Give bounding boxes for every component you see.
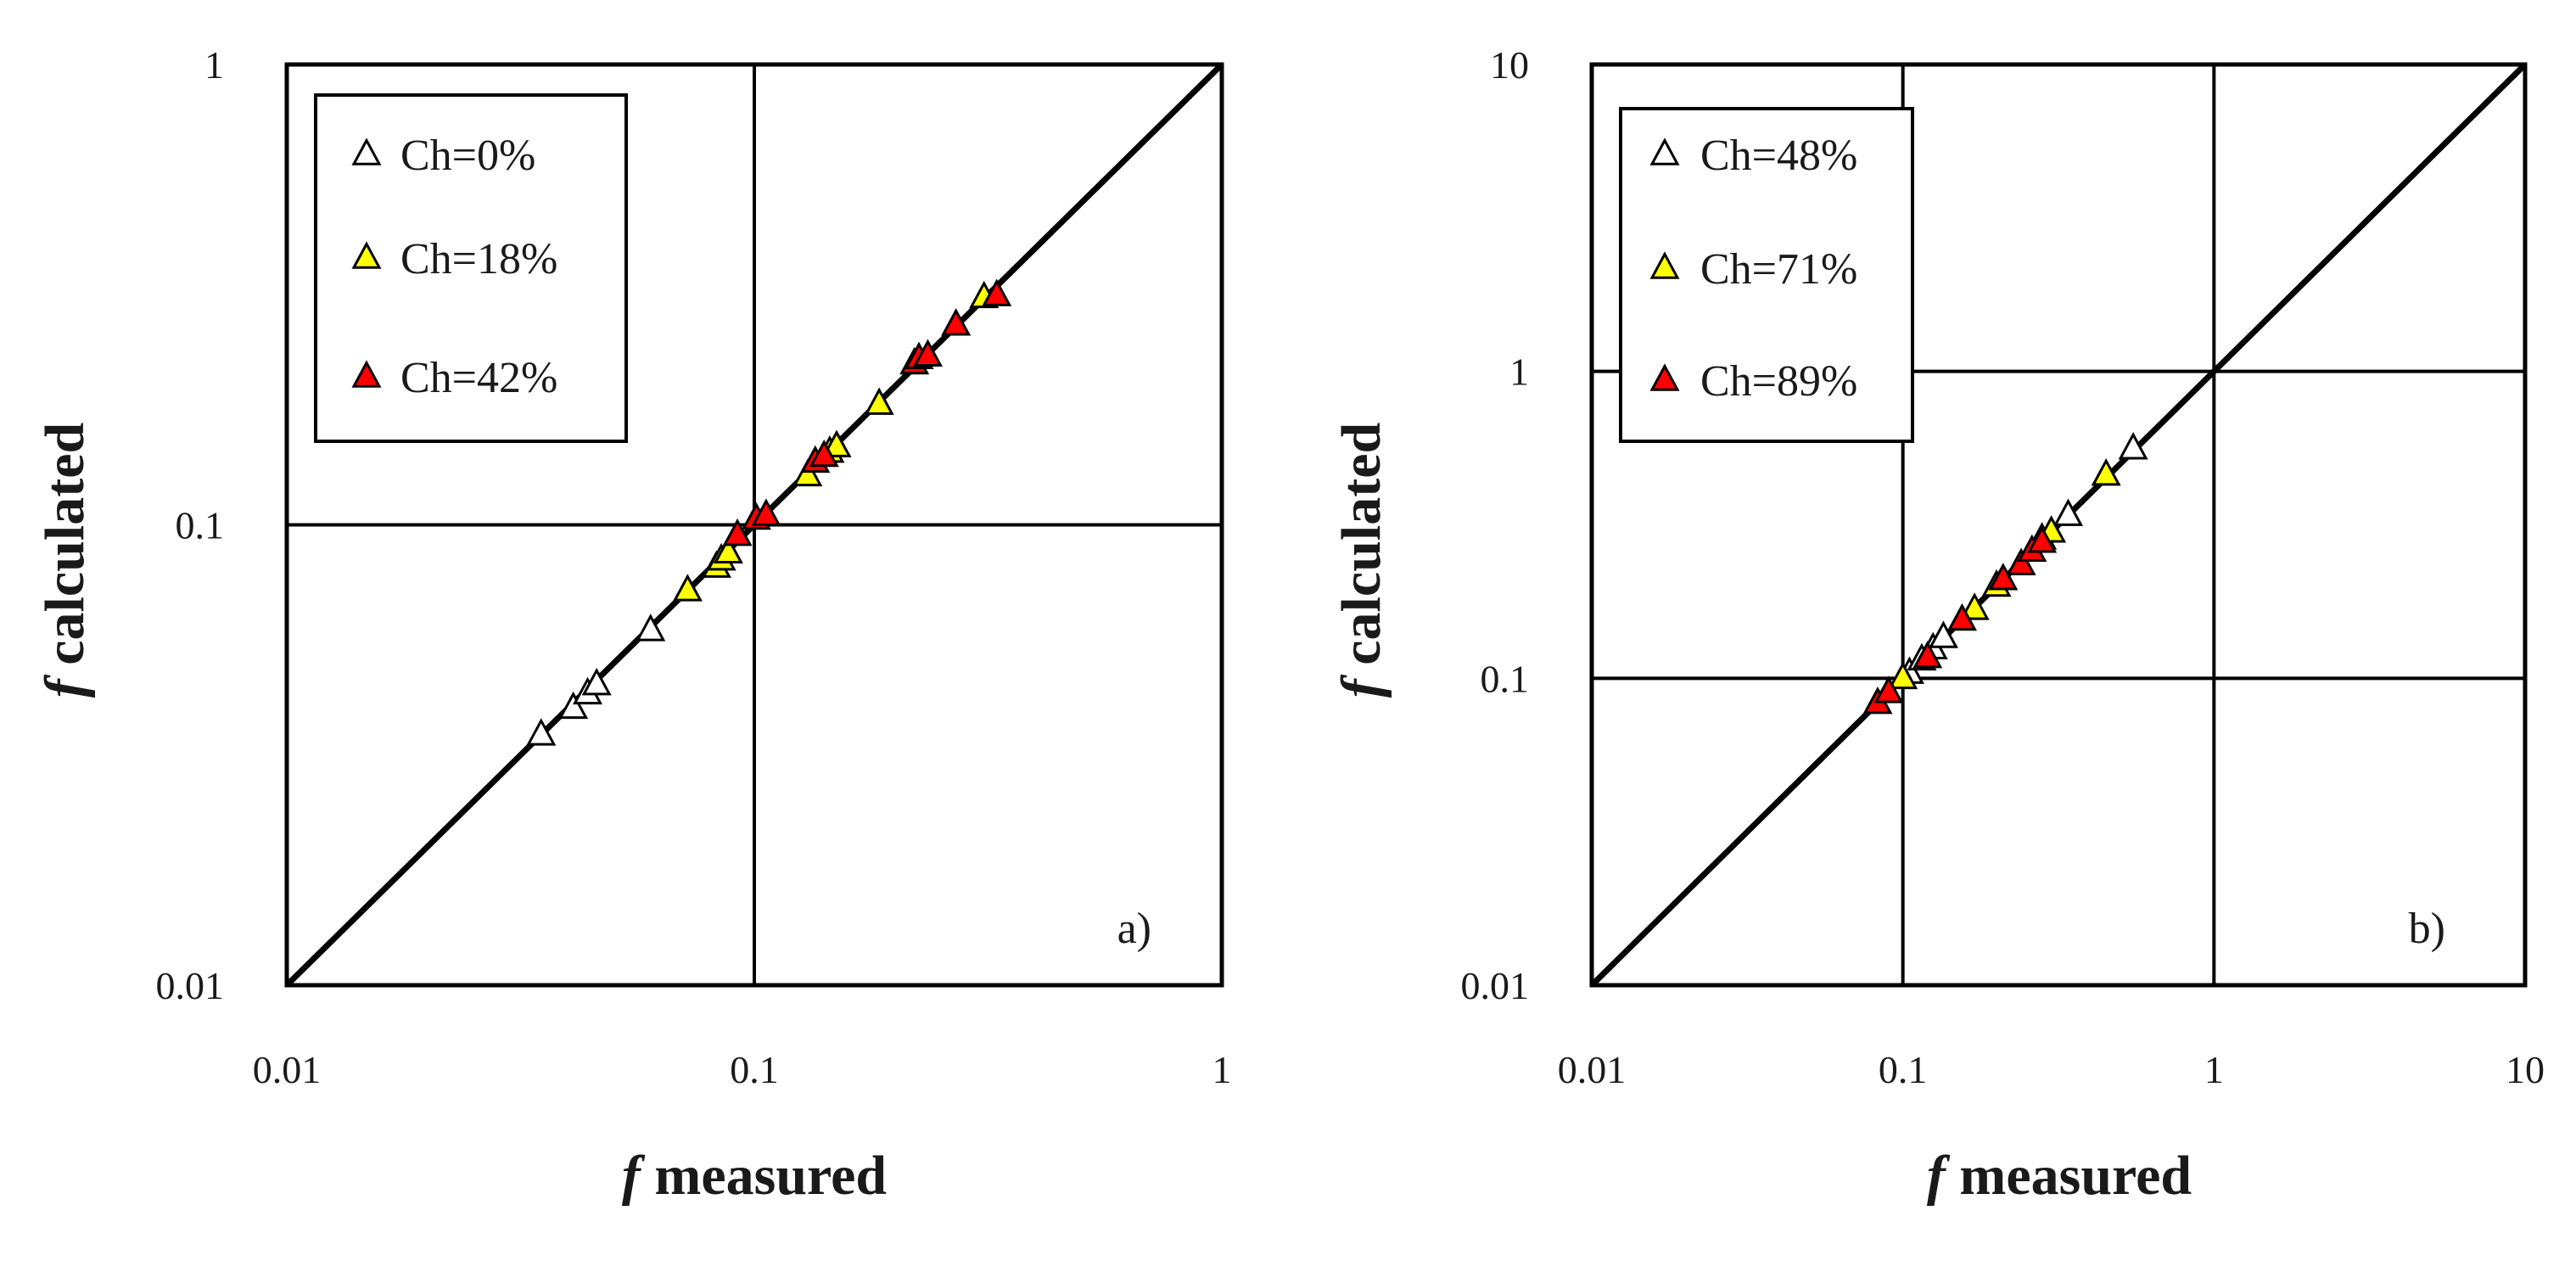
data-point — [2053, 498, 2084, 526]
series-1 — [526, 614, 666, 746]
data-point — [912, 339, 943, 367]
data-point — [1946, 602, 1977, 631]
data-point — [636, 614, 666, 642]
x-tick-label: 1 — [1212, 1048, 1232, 1091]
x-tick-label: 1 — [2204, 1048, 2224, 1091]
data-point — [792, 458, 823, 487]
legend: Ch=0% Ch=18% Ch=42% — [314, 93, 628, 443]
data-point — [2006, 547, 2036, 575]
data-point — [722, 518, 753, 546]
data-point — [1988, 563, 2019, 591]
x-tick-label: 0.01 — [1558, 1048, 1627, 1091]
data-point — [751, 498, 781, 526]
data-point — [1873, 675, 1904, 703]
y-tick-label: 0.01 — [1461, 964, 1530, 1007]
data-point — [2027, 525, 2058, 553]
data-point — [809, 439, 839, 468]
legend-marker — [1649, 251, 1680, 279]
legend-label: Ch=48% — [1700, 132, 1857, 180]
data-point — [2118, 432, 2148, 460]
x-axis-title: f measured — [1927, 1145, 2192, 1207]
legend-label: Ch=0% — [400, 132, 535, 180]
series-3 — [722, 278, 1012, 546]
x-tick-label: 10 — [2506, 1048, 2545, 1091]
data-point — [821, 429, 852, 457]
plot-frame — [1589, 62, 2528, 988]
legend-label: Ch=18% — [400, 235, 557, 283]
series-3 — [1862, 525, 2058, 715]
chart-panel-2: 0.01 0.1 1 10 0.01 0.1 1 10 f measured f calculat… — [1330, 43, 2545, 1207]
legend-marker — [1649, 137, 1680, 165]
data-point — [941, 308, 972, 336]
data-point — [558, 691, 589, 720]
data-point — [1928, 620, 1958, 648]
y-axis-title: f calculated — [34, 423, 96, 698]
legend-marker — [351, 360, 382, 388]
data-point — [713, 535, 743, 564]
y-tick-label: 0.01 — [156, 964, 225, 1007]
legend-marker — [1649, 363, 1680, 391]
legend-label: Ch=42% — [400, 354, 557, 402]
data-point — [1912, 641, 1943, 669]
legend-marker — [351, 241, 382, 269]
legend-label: Ch=71% — [1700, 245, 1857, 294]
x-tick-label: 0.1 — [730, 1048, 779, 1091]
y-tick-label: 1 — [1509, 350, 1529, 394]
chart-panel-1: 0.01 0.1 1 0.01 0.1 1 f measured f calculated Ch… — [34, 43, 1232, 1207]
data-point — [982, 278, 1012, 306]
y-tick-label: 0.1 — [176, 504, 225, 547]
plot-frame — [284, 62, 1224, 988]
y-tick-label: 1 — [204, 43, 224, 87]
data-point — [864, 387, 894, 415]
data-point — [581, 667, 612, 696]
data-point — [672, 574, 703, 602]
panel-label: b) — [2409, 905, 2445, 953]
panel-label: a) — [1117, 905, 1151, 953]
legend-marker — [351, 137, 382, 165]
legend-label: Ch=89% — [1700, 357, 1857, 406]
data-point — [1888, 661, 1918, 690]
y-tick-label: 10 — [1490, 43, 1529, 87]
legend: Ch=48% Ch=71% Ch=89% — [1619, 107, 1914, 443]
data-point — [2091, 457, 2121, 486]
x-tick-label: 0.1 — [1879, 1048, 1928, 1091]
y-axis-title: f calculated — [1330, 423, 1392, 698]
y-tick-label: 0.1 — [1481, 657, 1530, 700]
x-tick-label: 0.01 — [253, 1048, 322, 1091]
data-point — [526, 718, 557, 746]
data-point — [1959, 592, 1990, 620]
x-axis-title: f measured — [622, 1145, 887, 1207]
